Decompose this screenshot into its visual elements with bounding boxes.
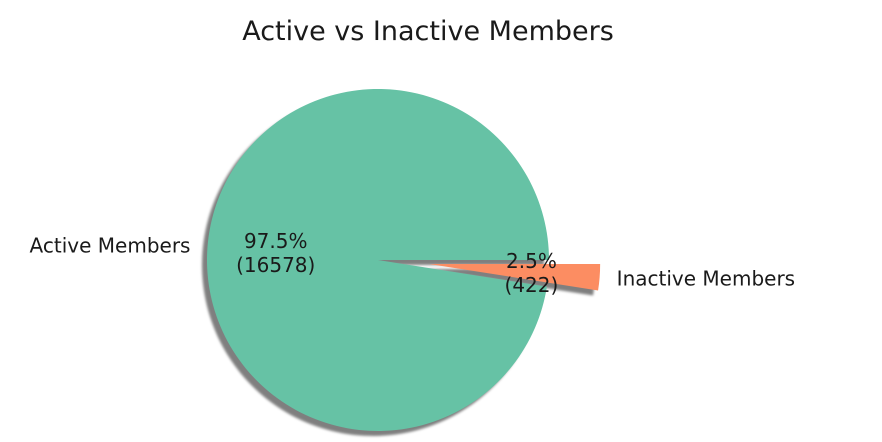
percent-label-active-members: 97.5% (244, 229, 308, 253)
slice-inactive-members (429, 263, 601, 291)
percent-label-inactive-members: 2.5% (506, 249, 557, 273)
category-label-inactive-members: Inactive Members (617, 267, 795, 291)
slice-active-members (206, 89, 550, 431)
count-label-active-members: (16578) (236, 253, 315, 277)
count-label-inactive-members: (422) (505, 273, 559, 297)
category-label-active-members: Active Members (30, 233, 191, 257)
chart-title: Active vs Inactive Members (242, 16, 614, 47)
pie-slices (206, 89, 601, 431)
pie-labels: Active Members 97.5%(16578) Inactive Membe… (30, 229, 796, 297)
